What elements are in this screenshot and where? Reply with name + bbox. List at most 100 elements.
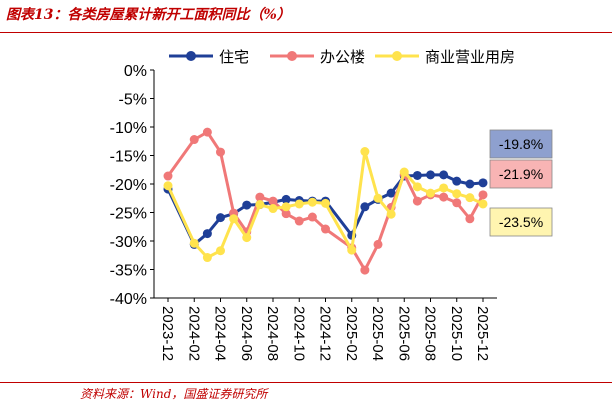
data-point	[163, 181, 173, 191]
data-point	[386, 209, 396, 219]
data-point	[373, 193, 383, 203]
data-point	[202, 127, 212, 137]
value-callout: -21.9%	[489, 159, 553, 189]
callout-label: -23.5%	[499, 214, 543, 230]
x-tick-label: 2024-04	[212, 306, 229, 361]
data-point	[426, 170, 435, 180]
x-tick-label: 2024-08	[264, 306, 281, 361]
data-point	[189, 135, 199, 145]
series-1	[163, 170, 488, 249]
title-rule	[0, 32, 612, 33]
data-point	[294, 199, 304, 209]
data-point	[412, 170, 422, 180]
data-point	[439, 183, 449, 193]
data-point	[307, 212, 317, 222]
source-rule	[0, 382, 612, 383]
data-point	[255, 200, 265, 210]
data-point	[202, 253, 212, 263]
legend-swatch-marker	[186, 51, 196, 61]
data-point	[412, 196, 422, 206]
value-callouts: -19.8% -21.9% -23.5%	[489, 129, 553, 237]
data-point	[268, 204, 278, 214]
legend-item: 住宅	[169, 48, 249, 66]
legend-label: 办公楼	[320, 48, 365, 66]
data-point	[216, 147, 225, 157]
y-tick-label: -30%	[110, 234, 147, 251]
x-tick-label: 2024-06	[238, 306, 255, 361]
data-point	[478, 199, 488, 209]
legend-label: 商业营业用房	[425, 48, 515, 66]
axes: 0% -5% -10% -15% -20% -25% -30% -35% -40% 2023-12…	[110, 63, 497, 361]
callout-label: -19.8%	[499, 136, 543, 152]
data-point	[202, 229, 212, 239]
source-note: 资料来源：Wind，国盛证券研究所	[80, 387, 268, 401]
y-tick-label: -40%	[110, 291, 147, 308]
data-point	[163, 171, 173, 181]
callout-box	[489, 129, 553, 159]
data-point	[360, 147, 370, 157]
data-point	[321, 198, 330, 208]
data-point	[255, 192, 265, 202]
data-point	[478, 178, 488, 188]
series-3	[163, 147, 488, 263]
data-point	[360, 265, 370, 275]
y-tick-label: 0%	[124, 63, 147, 80]
data-point	[321, 224, 330, 234]
y-tick-label: -15%	[110, 149, 147, 166]
value-callout: -23.5%	[489, 207, 553, 237]
data-point	[399, 167, 409, 177]
x-tick-label: 2023-12	[159, 306, 176, 361]
data-point	[465, 179, 475, 189]
data-point	[242, 200, 252, 210]
x-tick-label: 2025-08	[422, 306, 439, 361]
data-point	[347, 245, 357, 255]
data-point	[412, 182, 422, 192]
legend-swatch-marker	[287, 51, 297, 61]
figure-title: 图表13：各类房屋累计新开工面积同比（%）	[6, 7, 291, 23]
data-point	[281, 209, 291, 219]
data-point	[281, 194, 291, 204]
y-tick-label: -25%	[110, 206, 147, 223]
data-point	[281, 202, 291, 212]
x-tick-label: 2025-10	[448, 306, 465, 361]
x-tick-label: 2024-12	[317, 306, 334, 361]
data-point	[268, 196, 278, 206]
data-point	[452, 176, 462, 186]
y-tick-label: -5%	[119, 92, 147, 109]
legend: 住宅 办公楼 商业营业用房	[169, 48, 515, 66]
data-point	[216, 246, 225, 256]
data-point	[439, 170, 449, 180]
data-point	[294, 216, 304, 226]
series-line	[166, 173, 484, 246]
y-tick-label: -35%	[110, 263, 147, 280]
data-point	[465, 193, 475, 203]
callout-box	[489, 159, 553, 189]
data-point	[439, 192, 449, 202]
data-point	[426, 188, 435, 198]
data-point	[242, 233, 252, 243]
y-tick-label: -20%	[110, 177, 147, 194]
data-point	[307, 197, 317, 207]
x-tick-label: 2025-12	[474, 306, 491, 361]
series-lines	[163, 127, 488, 275]
legend-item: 办公楼	[270, 48, 365, 66]
callout-box	[489, 207, 553, 237]
x-tick-label: 2025-06	[395, 306, 412, 361]
callout-label: -21.9%	[499, 166, 543, 182]
data-point	[386, 188, 396, 198]
data-point	[189, 238, 199, 248]
data-point	[360, 202, 370, 212]
x-tick-label: 2025-04	[369, 306, 386, 361]
data-point	[465, 214, 475, 224]
legend-label: 住宅	[219, 48, 249, 66]
y-tick-label: -10%	[110, 120, 147, 137]
legend-swatch-marker	[392, 51, 402, 61]
x-tick-label: 2024-02	[185, 306, 202, 361]
data-point	[478, 190, 488, 200]
data-point	[373, 239, 383, 249]
value-callout: -19.8%	[489, 129, 553, 159]
x-tick-label: 2024-10	[290, 306, 307, 361]
data-point	[216, 213, 225, 223]
x-tick-label: 2025-02	[343, 306, 360, 361]
